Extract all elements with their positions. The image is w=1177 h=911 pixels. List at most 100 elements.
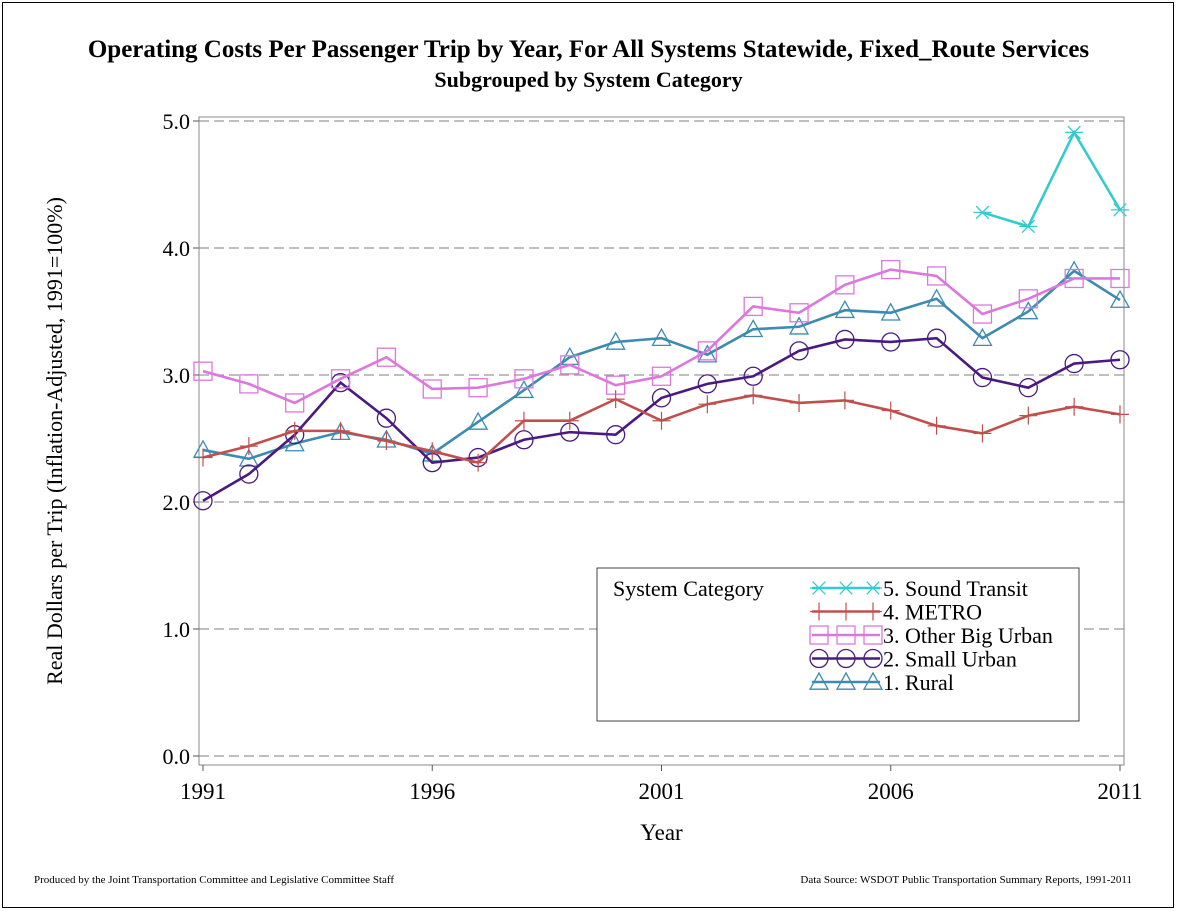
data-point [697, 341, 717, 361]
data-point [1065, 125, 1084, 140]
data-point [1018, 378, 1038, 398]
data-point [1064, 268, 1084, 289]
series-line [982, 129, 1122, 228]
data-point [469, 453, 488, 472]
data-point [560, 355, 580, 375]
data-point [881, 332, 901, 352]
data-point [423, 442, 442, 461]
data-point [651, 366, 672, 386]
legend-marker [837, 602, 855, 621]
legend-label: 4. METRO [883, 600, 982, 625]
data-point [330, 369, 351, 389]
x-tick-label: 1996 [409, 779, 455, 804]
legend-marker [835, 671, 857, 690]
legend-marker [808, 671, 830, 690]
data-point [239, 464, 259, 484]
legend-marker [864, 602, 882, 621]
data-point [652, 411, 671, 430]
data-point [376, 347, 397, 367]
data-point [422, 379, 442, 399]
data-point [377, 432, 396, 451]
legend-marker [837, 581, 855, 595]
legend-label: 5. Sound Transit [883, 576, 1028, 601]
chart-subtitle: Subgrouped by System Category [434, 67, 743, 92]
legend-marker [836, 625, 856, 645]
legend-marker [863, 648, 883, 669]
series-3-other-big-urban [193, 259, 1130, 413]
legend-marker [809, 625, 829, 645]
legend-label: 2. Small Urban [883, 647, 1017, 672]
legend-marker [810, 602, 828, 621]
data-point [1019, 406, 1038, 425]
y-tick-label: 1.0 [163, 617, 191, 642]
data-point [972, 304, 993, 324]
series-4-metro [194, 386, 1129, 472]
data-point [560, 411, 579, 430]
data-point [926, 328, 947, 348]
y-tick-label: 3.0 [163, 363, 191, 388]
legend-label: 1. Rural [883, 670, 954, 695]
legend-item: 5. Sound Transit [810, 576, 1028, 601]
data-point [697, 374, 717, 394]
data-point [788, 316, 810, 335]
data-point [1110, 350, 1130, 370]
data-point [835, 391, 854, 410]
data-point [881, 401, 900, 420]
data-point [193, 361, 213, 381]
data-point [1065, 397, 1084, 416]
axes: 0.0 1.0 2.0 3.0 4.0 5.0 1991 1996 2001 2006 2011 [163, 109, 1143, 804]
data-point [194, 448, 212, 467]
series-line [202, 336, 1121, 502]
data-point [605, 331, 626, 350]
data-point [1064, 353, 1084, 374]
legend-item: 1. Rural [808, 670, 954, 695]
data-point [239, 437, 258, 456]
y-tick-label: 5.0 [163, 109, 191, 134]
chart-title: Operating Costs Per Passenger Trip by Ye… [87, 36, 1090, 63]
data-point [514, 369, 534, 389]
x-tick-label: 2001 [639, 779, 685, 804]
legend-marker [810, 581, 828, 595]
data-point [789, 341, 809, 361]
x-tick-label: 1991 [180, 779, 226, 804]
data-point [1110, 268, 1130, 289]
data-point [1111, 203, 1129, 217]
data-point [835, 275, 855, 295]
y-tick-label: 0.0 [163, 744, 191, 769]
data-point [880, 302, 901, 321]
data-point [1018, 289, 1038, 309]
data-point [467, 411, 489, 430]
legend-marker [862, 671, 884, 690]
data-point [973, 424, 992, 443]
data-point [972, 367, 993, 388]
data-point [789, 303, 809, 323]
data-point [651, 327, 672, 347]
data-point [513, 379, 535, 399]
legend-label: 3. Other Big Urban [883, 623, 1053, 648]
legend-marker [863, 625, 883, 645]
series-2-small-urban [193, 328, 1130, 511]
data-point [606, 390, 625, 409]
data-point [606, 425, 626, 445]
data-point [698, 395, 717, 414]
data-point [238, 448, 259, 467]
data-point [972, 327, 993, 347]
data-point [743, 318, 764, 338]
y-axis-label: Real Dollars per Trip (Inflation-Adjuste… [42, 197, 67, 685]
legend-item: 4. METRO [810, 600, 982, 625]
series-line [202, 268, 1120, 405]
data-point [926, 288, 947, 307]
legend-marker [836, 648, 856, 669]
legend-title: System Category [613, 576, 764, 601]
data-point [193, 491, 213, 511]
x-axis-label: Year [640, 820, 683, 845]
data-point [1109, 289, 1131, 308]
data-point [1111, 405, 1129, 424]
data-point [468, 378, 488, 398]
x-tick-label: 2011 [1097, 779, 1142, 804]
x-tick-label: 2006 [868, 779, 914, 804]
data-point [1019, 219, 1038, 234]
legend-item: 3. Other Big Urban [809, 623, 1053, 648]
